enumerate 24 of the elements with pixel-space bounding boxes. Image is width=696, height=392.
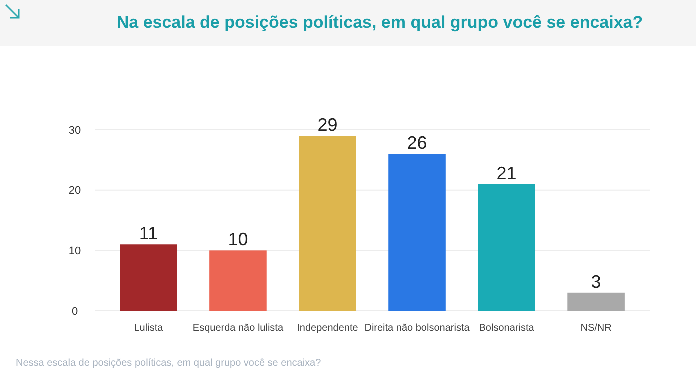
data-label: 29 xyxy=(318,115,338,136)
data-label: 11 xyxy=(139,224,158,244)
bar xyxy=(210,250,267,311)
x-tick-label: Direita não bolsonarista xyxy=(364,323,470,334)
x-tick-label: Esquerda não lulista xyxy=(192,323,284,334)
data-label: 21 xyxy=(496,163,517,184)
x-tick-label: Lulista xyxy=(134,323,164,334)
x-tick-label: Bolsonarista xyxy=(479,323,535,334)
y-tick-label: 0 xyxy=(72,306,78,318)
data-label: 10 xyxy=(228,230,248,250)
x-tick-label: NS/NR xyxy=(580,323,612,334)
chart-title: Na escala de posições políticas, em qual grupo você se encaixa? xyxy=(116,13,644,32)
bar xyxy=(299,136,356,311)
y-tick-label: 20 xyxy=(68,185,82,198)
text: Nessa escala de posições políticas, em qual grupo você se encaixa? xyxy=(16,358,322,369)
bar xyxy=(478,184,536,311)
data-label: 26 xyxy=(407,133,428,154)
bar xyxy=(120,244,178,311)
y-tick-label: 30 xyxy=(68,124,82,137)
bar xyxy=(568,292,625,311)
y-tick-label: 10 xyxy=(68,246,82,258)
data-label: 3 xyxy=(591,272,602,292)
x-tick-label: Independente xyxy=(297,323,359,334)
bar xyxy=(388,154,446,311)
